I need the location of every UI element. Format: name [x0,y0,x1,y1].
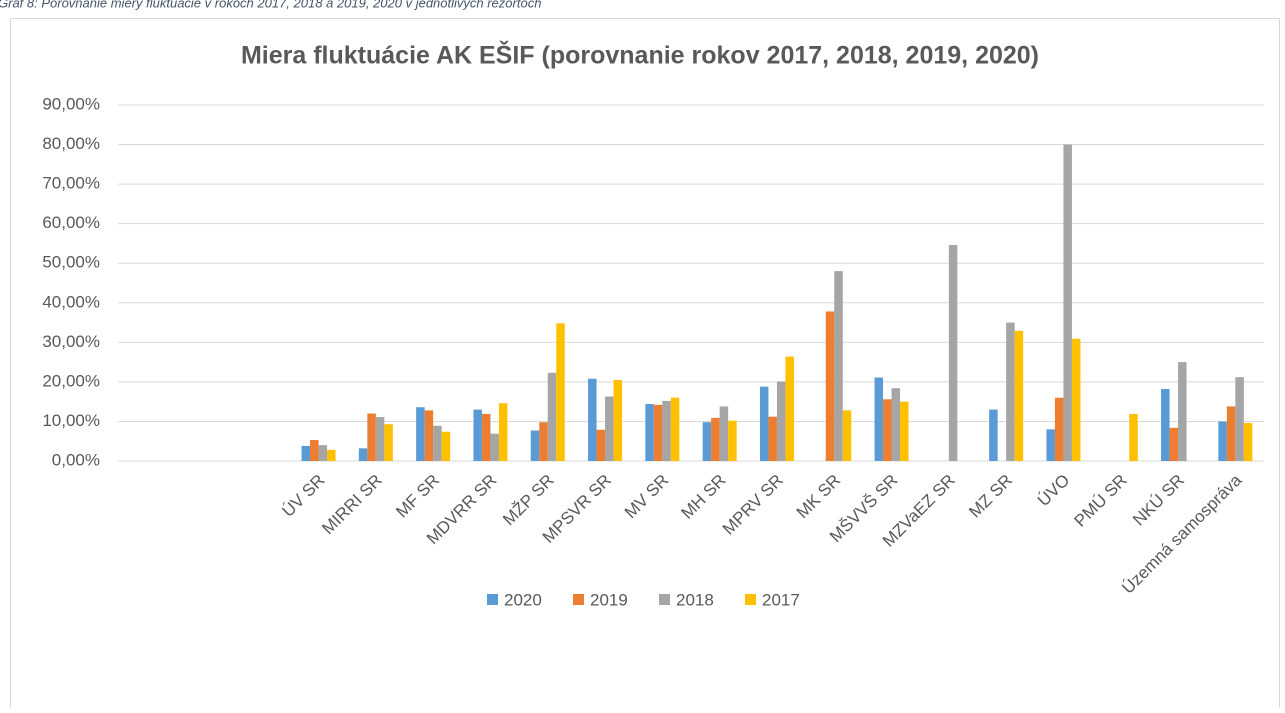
legend-label: 2018 [676,590,714,609]
bar [441,431,451,461]
bar [768,416,777,461]
legend-swatch [573,594,584,605]
bar [711,417,720,461]
y-tick-label: 60,00% [42,213,100,232]
bar [834,271,843,461]
x-tick-label: MZ SR [965,471,1016,522]
bar [530,430,540,461]
bar [1243,423,1253,461]
bar [948,245,958,461]
x-tick-label: MV SR [621,471,673,523]
y-tick-label: 80,00% [42,134,100,153]
y-tick-label: 30,00% [42,332,100,351]
bar [702,422,712,461]
bar [613,379,623,461]
bar [310,440,319,461]
bar [1006,322,1015,461]
bar [1054,397,1064,461]
bar [481,413,491,461]
bar [1014,330,1024,461]
bar [588,378,597,461]
bar [547,372,557,461]
y-tick-label: 70,00% [42,174,100,193]
bar [433,425,442,461]
x-tick-label: ÚV SR [278,471,328,521]
legend-label: 2019 [590,590,628,609]
bar [776,381,786,461]
y-tick-label: 40,00% [42,292,100,311]
bar [1046,429,1055,461]
legend-swatch [487,594,498,605]
bar [539,422,548,461]
bar [891,388,901,461]
bar [1178,362,1187,461]
bar [375,417,385,461]
bar [662,400,671,461]
bar [384,424,393,461]
x-tick-label: MŽP SR [499,471,558,530]
x-tick-label: MH SR [677,471,729,523]
bar [416,407,425,461]
x-tick-label: MIRRI SR [318,471,386,539]
bar [1063,144,1072,462]
bar [989,409,998,461]
bar [785,356,794,461]
bar [424,410,434,461]
bar [874,377,884,461]
y-tick-label: 0,00% [52,450,100,469]
bar [473,409,482,461]
y-tick-label: 50,00% [42,253,100,272]
bar [759,386,769,461]
bar [1226,406,1236,461]
bar [653,404,663,461]
bar [645,404,654,461]
bar [883,399,892,461]
legend-swatch [745,594,756,605]
caption: Graf 8: Porovnanie miery fluktuácie v ro… [0,0,541,10]
bar [825,311,835,461]
x-tick-label: NKÚ SR [1129,471,1188,530]
y-tick-label: 20,00% [42,371,100,390]
bar [1169,427,1179,461]
bar [670,397,680,461]
bar [556,323,565,461]
bar [367,413,376,461]
bar [1129,413,1138,461]
legend-label: 2020 [504,590,542,609]
bar [490,433,499,461]
bar [1071,338,1081,461]
bar [728,420,737,461]
bar [1161,389,1170,461]
y-tick-label: 90,00% [42,94,100,113]
bar [900,401,909,461]
bar [842,410,852,461]
bar [1218,421,1227,461]
x-tick-label: MK SR [793,471,845,523]
bar [327,449,336,461]
bar [1235,377,1244,461]
x-tick-label: MF SR [392,471,443,522]
bar [596,429,606,461]
chart-border [10,18,1280,708]
legend-swatch [659,594,670,605]
bar [358,448,368,461]
bar [301,445,311,461]
x-tick-label: PMÚ SR [1071,471,1131,531]
x-tick-label: ÚVO [1034,471,1073,510]
y-tick-label: 10,00% [42,411,100,430]
legend-label: 2017 [762,590,800,609]
bar [318,445,328,461]
bar [605,396,614,461]
bar [498,403,508,461]
bar [719,406,729,461]
x-tick-label: MPRV SR [719,471,787,539]
chart-title: Miera fluktuácie AK EŠIF (porovnanie rok… [241,40,1039,70]
